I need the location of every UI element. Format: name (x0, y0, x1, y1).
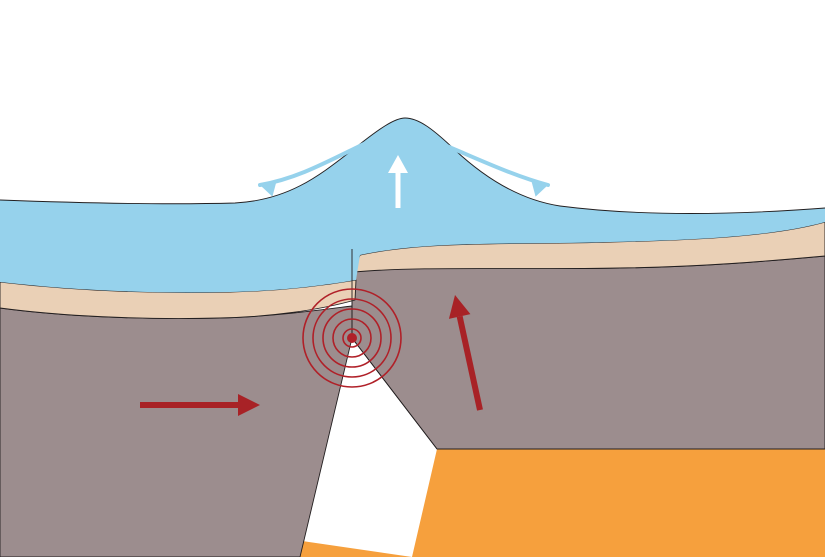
crust-left-plate (0, 306, 352, 557)
tsunami-diagram (0, 0, 825, 557)
crust-right-plate (352, 256, 825, 449)
epicenter-dot (347, 333, 357, 343)
